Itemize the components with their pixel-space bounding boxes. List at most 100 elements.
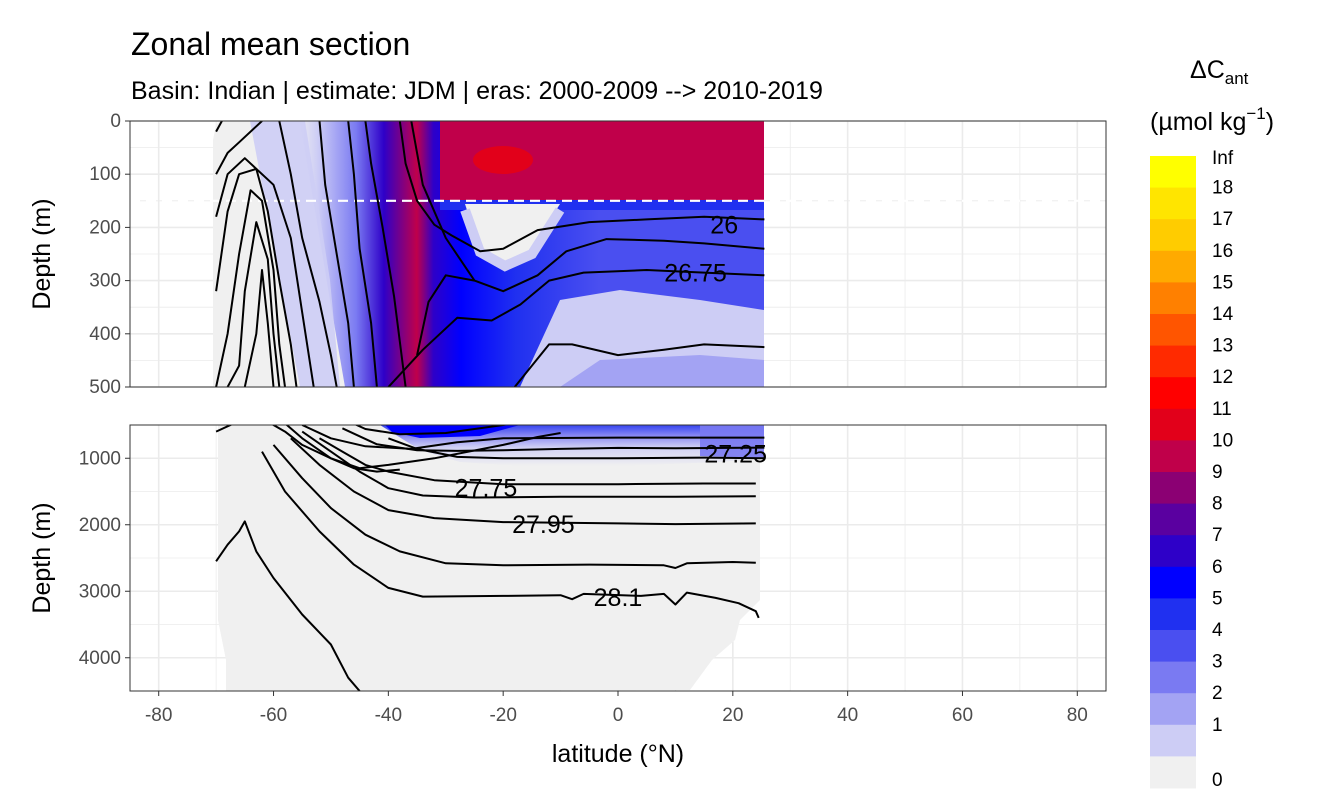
lower-isopycnals: [215, 425, 765, 691]
legend-swatch: [1150, 408, 1196, 441]
x-tick-label: 0: [613, 705, 624, 726]
isopycnal-line: [215, 157, 315, 387]
x-tick-label: 40: [837, 705, 858, 726]
y-tick-label: 300: [89, 271, 121, 292]
x-tick-label: 20: [722, 705, 743, 726]
y-tick-label: 1000: [79, 448, 121, 469]
y-tick-label: 200: [89, 217, 121, 238]
legend-title-main: ΔC: [1190, 56, 1225, 84]
isopycnal-line: [290, 437, 756, 526]
x-axis-title: latitude (°N): [552, 740, 684, 768]
legend-swatch: [1150, 598, 1196, 631]
legend-swatch: [1150, 345, 1196, 378]
contour-label: 28.1: [594, 584, 643, 612]
x-tick-label: -60: [260, 705, 287, 726]
legend-label: 0: [1212, 770, 1223, 791]
legend-label: Inf: [1212, 148, 1234, 169]
legend-label: 11: [1212, 399, 1232, 420]
y-tick-label: 500: [89, 377, 121, 398]
legend-swatch: [1150, 377, 1196, 410]
upper-field: [130, 121, 1106, 387]
upper-y-axis: 0 100 200 300 400 500: [89, 111, 130, 398]
legend-label: 9: [1212, 462, 1223, 483]
y-tick-label: 3000: [79, 581, 121, 602]
legend-swatch: [1150, 724, 1196, 757]
legend-swatch: [1150, 156, 1196, 189]
isopycnal-line: [341, 427, 765, 452]
isopycnal-line: [261, 451, 760, 619]
y-axis-title-lower: Depth (m): [28, 502, 56, 613]
upper-bottom-band: [560, 355, 764, 387]
legend-label: 10: [1212, 430, 1233, 451]
legend: ΔCant (µmol kg−1) Inf1817161514131211109…: [1150, 56, 1274, 791]
contour-label: 26: [710, 212, 738, 240]
legend-swatch: [1150, 440, 1196, 473]
legend-swatch: [1150, 756, 1196, 789]
legend-label: 16: [1212, 241, 1233, 262]
legend-label: 7: [1212, 525, 1223, 546]
y-tick-label: 400: [89, 324, 121, 345]
isopycnal-line: [215, 520, 361, 691]
upper-isopycnals: [215, 121, 765, 387]
contour-label: 27.95: [512, 511, 575, 539]
lower-panel: [129, 424, 1107, 692]
chart-title: Zonal mean section: [131, 26, 410, 62]
legend-label: 15: [1212, 272, 1233, 293]
x-tick-label: 80: [1067, 705, 1088, 726]
isopycnal-line: [301, 425, 765, 450]
isopycnal-line: [215, 121, 223, 133]
lower-field: [215, 425, 765, 691]
legend-unit: (µmol kg−1): [1150, 104, 1274, 136]
isopycnal-line: [215, 121, 263, 175]
lower-north-band: [700, 425, 764, 458]
legend-swatch: [1150, 219, 1196, 252]
isopycnal-line: [364, 121, 407, 387]
legend-swatch: [1150, 314, 1196, 347]
isopycnal-line: [513, 343, 765, 387]
legend-swatch: [1150, 250, 1196, 283]
legend-swatch: [1150, 630, 1196, 663]
y-tick-label: 2000: [79, 515, 121, 536]
legend-swatch: [1150, 661, 1196, 694]
contour-label: 27.25: [704, 440, 767, 468]
legend-title: ΔCant: [1190, 56, 1249, 88]
isopycnal-line: [318, 121, 355, 387]
isopycnal-line: [347, 121, 378, 387]
isopycnal-line: [318, 437, 756, 486]
legend-label: 13: [1212, 336, 1233, 357]
legend-swatch: [1150, 472, 1196, 505]
legend-swatch: [1150, 503, 1196, 536]
upper-panel: [129, 120, 1107, 388]
x-tick-label: -80: [145, 705, 172, 726]
x-tick-label: -20: [489, 705, 516, 726]
isopycnal-line: [354, 425, 509, 436]
legend-swatch: [1150, 535, 1196, 568]
contour-label: 26.75: [664, 260, 727, 288]
legend-label: 12: [1212, 367, 1233, 388]
isopycnal-line: [278, 121, 338, 387]
legend-label: 1: [1212, 715, 1223, 736]
isopycnal-line: [301, 430, 756, 499]
isopycnal-line: [243, 269, 275, 387]
legend-swatch: [1150, 282, 1196, 315]
isopycnal-line: [398, 121, 765, 253]
isopycnal-line: [226, 221, 281, 387]
legend-swatch: [1150, 187, 1196, 220]
upper-light-band: [250, 121, 340, 387]
x-tick-label: -40: [375, 705, 402, 726]
isopycnal-line: [416, 274, 475, 356]
chart-subtitle: Basin: Indian | estimate: JDM | eras: 20…: [131, 77, 823, 105]
x-tick-label: 60: [952, 705, 973, 726]
y-tick-label: 100: [89, 164, 121, 185]
y-tick-label: 4000: [79, 648, 121, 669]
isopycnal-line: [285, 425, 561, 470]
legend-label: 8: [1212, 494, 1223, 515]
y-tick-label: 0: [110, 111, 121, 132]
y-axis-title-upper: Depth (m): [28, 198, 56, 309]
legend-label: 3: [1212, 652, 1223, 673]
upper-bowl-ring: [460, 207, 565, 272]
lower-y-axis: 1000 2000 3000 4000: [79, 448, 130, 669]
legend-unit-end: ): [1266, 108, 1274, 136]
x-axis: -80 -60 -40 -20 0 20 40 60 80: [145, 691, 1088, 726]
